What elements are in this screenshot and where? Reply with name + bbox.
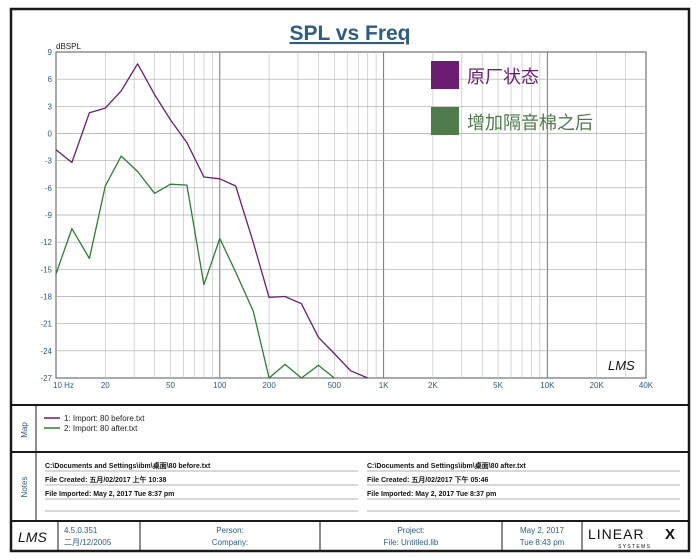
- map-entry-1: 1: Import: 80 before.txt: [64, 414, 145, 423]
- notes-panel-label: Notes: [20, 477, 29, 498]
- x-tick-label: 10K: [540, 381, 555, 390]
- legend-label-1: 原厂状态: [467, 67, 539, 87]
- map-entry-2: 2: Import: 80 after.txt: [64, 424, 138, 433]
- footer-company: Company:: [212, 538, 248, 547]
- legend-swatch-1: [431, 61, 459, 89]
- notes-right-created: File Created: 五月/02/2017 下午 05:46: [367, 475, 488, 484]
- footer-time: Tue 8:43 pm: [520, 538, 565, 547]
- legend-swatch-2: [431, 107, 459, 135]
- x-tick-label: 1K: [379, 381, 389, 390]
- y-tick-label: -21: [40, 320, 52, 329]
- y-tick-label: 6: [48, 75, 53, 84]
- chart-title: SPL vs Freq: [290, 22, 411, 45]
- y-axis-label: dBSPL: [56, 42, 81, 51]
- footer-project: Project:: [397, 526, 424, 535]
- y-tick-labels: 9 6 3 0 -3 -6 -9 -12 -15 -18 -21 -24 -27: [40, 48, 52, 383]
- x-tick-label: 200: [262, 381, 276, 390]
- chart-legend: 原厂状态 增加隔音棉之后: [431, 61, 593, 135]
- x-tick-label: 10 Hz: [53, 381, 74, 390]
- y-tick-label: -12: [40, 238, 52, 247]
- y-tick-label: -27: [40, 374, 52, 383]
- x-tick-label: 20K: [590, 381, 605, 390]
- y-tick-label: -24: [40, 347, 52, 356]
- footer-version: 4.5.0.351: [64, 526, 98, 535]
- chart-grid: [56, 52, 646, 378]
- notes-panel: Notes C:\Documents and Settings\ibm\桌面\8…: [20, 452, 680, 521]
- footer-person: Person:: [216, 526, 244, 535]
- notes-left-created: File Created: 五月/02/2017 上午 10:38: [45, 475, 166, 484]
- chart-series: [55, 63, 368, 379]
- footer-brand-x: X: [665, 526, 675, 543]
- lms-mark: LMS: [608, 358, 635, 373]
- footer-version-date: 二月/12/2005: [64, 538, 112, 547]
- x-tick-label: 500: [328, 381, 342, 390]
- notes-left-imported: File Imported: May 2, 2017 Tue 8:37 pm: [45, 491, 174, 498]
- legend-label-2: 增加隔音棉之后: [467, 113, 593, 133]
- series-line-2: [55, 155, 335, 379]
- map-panel: Map 1: Import: 80 before.txt 2: Import: …: [20, 405, 145, 452]
- x-tick-labels: 10 Hz 20 50 100 200 500 1K 2K 5K 10K 20K 40K: [53, 381, 654, 390]
- footer-brand-sub: S Y S T E M S: [618, 544, 651, 550]
- x-tick-label: 50: [166, 381, 175, 390]
- y-tick-label: -18: [40, 293, 52, 302]
- footer-date: May 2, 2017: [520, 526, 565, 535]
- x-tick-label: 100: [213, 381, 227, 390]
- x-tick-label: 5K: [493, 381, 503, 390]
- footer-file: File: Untitled.lib: [384, 538, 439, 547]
- y-tick-label: -6: [45, 184, 53, 193]
- footer-logo: LMS: [18, 529, 47, 545]
- y-tick-label: 0: [48, 130, 53, 139]
- y-tick-label: 9: [48, 48, 53, 57]
- x-tick-label: 2K: [428, 381, 438, 390]
- notes-right-imported: File Imported: May 2, 2017 Tue 8:37 pm: [367, 491, 496, 498]
- x-tick-label: 20: [101, 381, 110, 390]
- footer-brand: LINEAR: [588, 526, 645, 542]
- y-tick-label: -3: [45, 157, 53, 166]
- footer-bar: LMS 4.5.0.351 二月/12/2005 Person: Company…: [18, 521, 675, 551]
- y-tick-label: -15: [40, 265, 52, 274]
- y-tick-label: -9: [45, 211, 53, 220]
- y-tick-label: 3: [48, 102, 53, 111]
- x-tick-label: 40K: [639, 381, 654, 390]
- notes-left-path: C:\Documents and Settings\ibm\桌面\80 befo…: [45, 461, 211, 470]
- notes-right-path: C:\Documents and Settings\ibm\桌面\80 afte…: [367, 461, 526, 470]
- series-line-1: [55, 63, 368, 379]
- map-panel-label: Map: [20, 422, 29, 438]
